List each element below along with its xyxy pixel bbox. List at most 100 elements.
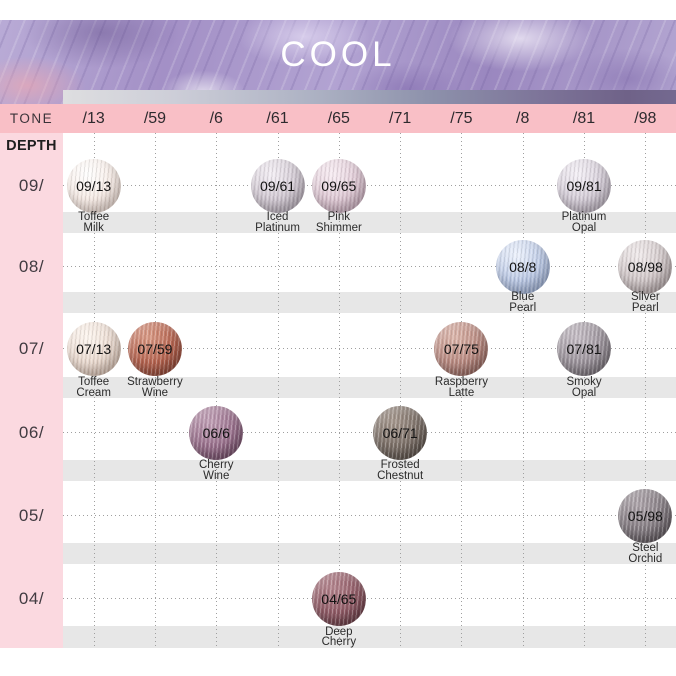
grid-cell: 09/81 <box>553 133 614 213</box>
shade-name <box>492 212 553 233</box>
grid-cell <box>186 321 247 377</box>
tone-label-98: /98 <box>634 109 657 127</box>
shade-code: 07/59 <box>137 341 173 357</box>
grid-cell <box>63 572 124 626</box>
tone-label-6: /6 <box>209 109 223 127</box>
shade-swatch-09-81: 09/81 <box>557 159 612 213</box>
shade-name <box>369 212 430 233</box>
shade-name-band: Cherry Wine Frosted Chestnut <box>0 460 676 481</box>
depth-row-04: 04/04/65 <box>0 572 676 626</box>
grid-cell <box>63 241 124 292</box>
shade-name: Smoky Opal <box>553 377 614 398</box>
depth-label: 04/ <box>18 589 45 608</box>
shade-name <box>63 460 124 481</box>
tone-columns: /13/59/6/61/65/71/75/8/81/98 <box>63 104 676 133</box>
shade-name <box>369 626 430 648</box>
shade-name <box>369 292 430 313</box>
grid-cell <box>247 321 308 377</box>
grid-cell <box>308 406 369 460</box>
tone-label-65: /65 <box>327 109 350 127</box>
shade-name: Pink Shimmer <box>308 212 369 233</box>
shade-name <box>308 292 369 313</box>
grid-cell <box>308 241 369 292</box>
depth-column-spacer <box>0 398 63 406</box>
grid-cell <box>124 133 185 212</box>
shade-name-line: Toffee <box>78 376 110 388</box>
shade-name <box>431 626 492 648</box>
depth-column-spacer <box>0 460 63 481</box>
grid-cell <box>186 241 247 292</box>
tone-gradient-bar <box>63 90 676 104</box>
grid-cell <box>369 321 430 377</box>
grid-cell <box>124 489 185 543</box>
tone-label-61: /61 <box>266 109 289 127</box>
depth-row-06: 06/06/6 06/71 <box>0 406 676 460</box>
shade-name-band: Steel Orchid <box>0 543 676 564</box>
shade-name-line: Wine <box>203 469 230 482</box>
depth-cell: 06/ <box>0 406 63 460</box>
shade-code: 09/61 <box>260 178 296 194</box>
grid-cell: 06/6 <box>186 406 247 460</box>
shade-name <box>124 460 185 481</box>
grid-cell <box>553 406 614 460</box>
shade-name-line: Toffee <box>78 211 110 223</box>
shade-name: Toffee Cream <box>63 377 124 398</box>
grid-hline <box>63 515 676 516</box>
grid-cell <box>63 406 124 460</box>
shade-code: 08/8 <box>509 258 537 275</box>
depth-column-spacer <box>0 313 63 321</box>
shade-name <box>124 292 185 313</box>
tone-label-13: /13 <box>82 109 105 127</box>
shade-name <box>63 292 124 313</box>
shade-name <box>492 626 553 648</box>
shade-name-cells: Steel Orchid <box>63 543 676 564</box>
grid-cell: 09/61 <box>247 133 308 213</box>
grid-cell: 04/65 <box>308 572 369 626</box>
grid-cell <box>615 321 676 377</box>
shade-name <box>615 212 676 233</box>
shade-name <box>247 292 308 313</box>
shade-name <box>615 626 676 648</box>
shade-name: Platinum Opal <box>553 212 614 233</box>
shade-name <box>247 460 308 481</box>
shade-name <box>431 543 492 564</box>
shade-swatch-09-13: 09/13 <box>66 159 121 213</box>
depth-row-09: 09/09/13 09/61 09/65 09/81 <box>0 133 676 213</box>
grid-cell: 06/71 <box>369 406 430 460</box>
shade-name-cells: Blue Pearl Silver Pearl <box>63 292 676 313</box>
grid-cell: 07/75 <box>431 321 492 377</box>
grid-cell <box>247 572 308 626</box>
grid-cell <box>615 406 676 460</box>
grid-hline <box>63 598 676 599</box>
grid-cell: 09/65 <box>308 133 369 213</box>
shade-name-line: Wine <box>141 386 169 399</box>
depth-header-label: DEPTH <box>6 138 57 154</box>
grid-cell: 08/98 <box>615 239 676 294</box>
shade-swatch-06-71: 06/71 <box>373 406 428 460</box>
shade-swatch-09-61: 09/61 <box>250 159 305 213</box>
grid-cell <box>369 241 430 292</box>
shade-name <box>615 377 676 398</box>
shade-swatch-07-81: 07/81 <box>557 322 612 376</box>
shade-name-line: Opal <box>571 221 597 234</box>
depth-label: 06/ <box>18 423 45 442</box>
shade-name-line: Platinum <box>561 211 607 223</box>
grid-cell <box>247 489 308 543</box>
shade-name <box>553 292 614 313</box>
shade-name <box>186 543 247 564</box>
grid-cell <box>124 406 185 460</box>
shade-code: 07/75 <box>443 341 479 357</box>
shade-name <box>247 377 308 398</box>
tone-label-75: /75 <box>450 109 473 127</box>
shade-swatch-08-8: 08/8 <box>495 239 550 294</box>
grid-cell <box>553 572 614 626</box>
shade-name <box>492 377 553 398</box>
grid-cell: 08/8 <box>492 239 553 294</box>
depth-label: 08/ <box>18 256 45 276</box>
depth-column-spacer <box>0 377 63 398</box>
grid-cell <box>492 133 553 212</box>
grid-cell <box>186 133 247 212</box>
shade-code: 09/13 <box>76 178 112 194</box>
row-gap <box>0 564 676 572</box>
depth-column-spacer <box>0 481 63 489</box>
